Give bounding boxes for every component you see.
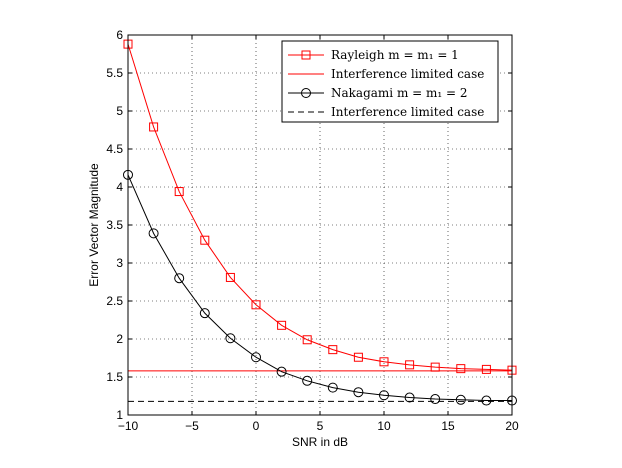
y-tick-label: 5.5 [106, 66, 123, 80]
data-point-2 [225, 333, 236, 344]
legend-label-1: Interference limited case [331, 67, 484, 81]
series-line-0 [127, 43, 513, 371]
data-point-2 [327, 382, 338, 393]
y-tick-label: 4 [116, 180, 123, 194]
data-point-2 [276, 366, 287, 377]
data-point-0 [251, 300, 261, 310]
data-point-2 [379, 390, 389, 401]
data-point-0 [328, 345, 338, 355]
data-point-0 [405, 360, 415, 370]
legend: Rayleigh m = m₁ = 1 Interference limited … [281, 40, 499, 123]
data-point-2 [148, 228, 159, 239]
legend-label-0: Rayleigh m = m₁ = 1 [331, 48, 459, 62]
legend-label-2: Nakagami m = m₁ = 2 [331, 86, 468, 100]
data-point-2 [455, 394, 466, 405]
y-tick-label: 3.5 [106, 218, 123, 232]
x-tick-label: −10 [118, 419, 139, 433]
x-tick-label: 0 [253, 419, 260, 433]
y-tick-label: 3 [116, 256, 123, 270]
data-point-0 [379, 357, 389, 367]
ticks: −10 −5 0 5 10 15 20 1 1.5 2 2.5 3 3.5 4 4.5 5 5.5 6 [106, 28, 519, 433]
y-tick-label: 2 [116, 332, 123, 346]
data-point-0 [225, 272, 235, 282]
data-point-2 [430, 394, 441, 405]
x-tick-label: −5 [185, 419, 199, 433]
legend-marker-2 [301, 88, 311, 98]
x-axis-label: SNR in dB [292, 435, 348, 449]
y-tick-label: 1.5 [106, 370, 123, 384]
x-tick-label: 20 [505, 419, 519, 433]
data-point-0 [302, 335, 312, 345]
data-point-2 [199, 308, 210, 319]
data-point-0 [174, 187, 184, 197]
y-tick-label: 1 [116, 408, 123, 422]
legend-label-3: Interference limited case [331, 105, 484, 119]
data-point-0 [277, 320, 287, 330]
series-line-2 [127, 174, 512, 402]
data-point-0 [353, 352, 363, 362]
data-point-2 [404, 392, 415, 403]
x-tick-label: 10 [377, 419, 391, 433]
data-point-2 [481, 395, 492, 406]
data-point-2 [302, 375, 313, 386]
y-axis-label: Error Vector Magnitude [87, 163, 101, 287]
data-point-2 [174, 273, 185, 284]
x-tick-label: 5 [317, 419, 324, 433]
y-tick-label: 4.5 [106, 142, 123, 156]
data-point-0 [149, 122, 159, 132]
y-tick-label: 5 [116, 104, 123, 118]
y-tick-label: 2.5 [106, 294, 123, 308]
data-point-2 [353, 387, 364, 398]
x-tick-label: 15 [441, 419, 455, 433]
data-point-0 [481, 364, 491, 374]
y-tick-label: 6 [116, 28, 123, 42]
data-point-0 [200, 235, 210, 245]
legend-marker-0 [301, 50, 311, 60]
data-point-2 [251, 352, 261, 363]
data-point-0 [456, 364, 466, 374]
